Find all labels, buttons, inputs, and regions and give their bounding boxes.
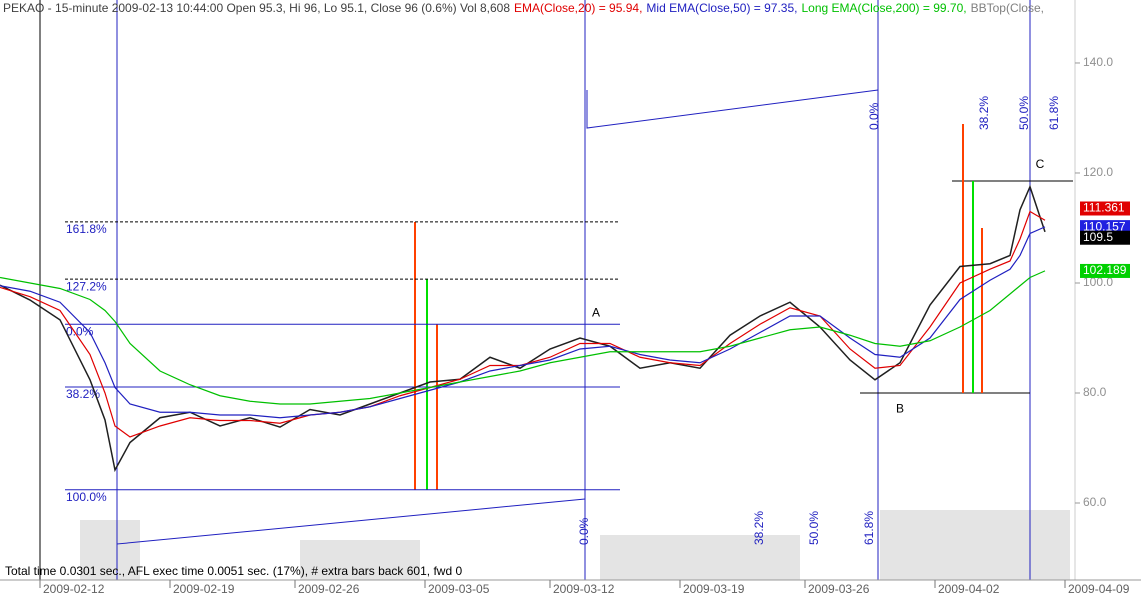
y-tick-label: 80.0	[1083, 385, 1107, 399]
price-tag-label: 110.157	[1083, 219, 1126, 233]
point-label: A	[592, 305, 600, 319]
y-tick-label: 100.0	[1083, 275, 1113, 289]
x-tick-label: 2009-03-26	[808, 582, 870, 596]
x-tick-label: 2009-03-12	[553, 582, 615, 596]
x-tick-label: 2009-03-19	[683, 582, 745, 596]
y-tick-label: 60.0	[1083, 495, 1107, 509]
price-tag	[1080, 230, 1130, 245]
series-line	[0, 184, 1046, 473]
price-tag	[1080, 220, 1130, 235]
header-segment: BBTop(Close,	[971, 1, 1044, 15]
price-tag	[1080, 263, 1130, 278]
header-segment: Mid EMA(Close,50) = 97.35,	[646, 1, 797, 15]
x-tick-label: 2009-03-05	[428, 582, 490, 596]
y-tick-label: 120.0	[1083, 165, 1113, 179]
fib-label: 127.2%	[66, 279, 107, 293]
header-segment: Long EMA(Close,200) = 99.70,	[801, 1, 966, 15]
x-tick-label: 2009-02-26	[298, 582, 360, 596]
y-tick-label: 140.0	[1083, 55, 1113, 69]
series-line	[0, 270, 1046, 405]
header-segment: EMA(Close,20) = 95.94,	[514, 1, 642, 15]
footer: Total time 0.0301 sec., AFL exec time 0.…	[5, 564, 462, 578]
x-tick-label: 2009-02-19	[173, 582, 235, 596]
header: PEKAO - 15-minute 2009-02-13 10:44:00 Op…	[3, 1, 1044, 15]
point-label: B	[896, 402, 904, 416]
time-zone-label: 50.0%	[1017, 96, 1031, 130]
fib-label: 38.2%	[66, 387, 100, 401]
fib-label: 0.0%	[66, 324, 94, 338]
series-line	[0, 210, 1046, 438]
time-zone-label: 0.0%	[867, 102, 881, 130]
x-tick-label: 2009-04-02	[938, 582, 1000, 596]
time-zone-label: 61.8%	[862, 511, 876, 545]
fib-label: 100.0%	[66, 490, 107, 504]
volume	[80, 510, 1070, 580]
fib-label: 161.8%	[66, 222, 107, 236]
price-tag-label: 111.361	[1083, 201, 1125, 215]
drawing-lines	[39, 0, 1073, 580]
price-tag-label: 102.189	[1083, 263, 1127, 277]
series-line	[0, 226, 1046, 419]
time-zone-label: 0.0%	[577, 517, 591, 545]
point-label: C	[1036, 157, 1045, 171]
price-tag-label: 109.5	[1083, 230, 1113, 244]
x-tick-label: 2009-04-09	[1068, 582, 1130, 596]
time-zone-label: 38.2%	[752, 511, 766, 545]
x-tick-label: 2009-02-12	[43, 582, 105, 596]
time-zone-label: 38.2%	[977, 96, 991, 130]
time-zone-label: 50.0%	[807, 511, 821, 545]
price-tag	[1080, 201, 1130, 216]
time-zone-label: 61.8%	[1047, 96, 1061, 130]
header-segment: PEKAO - 15-minute 2009-02-13 10:44:00 Op…	[3, 1, 510, 15]
